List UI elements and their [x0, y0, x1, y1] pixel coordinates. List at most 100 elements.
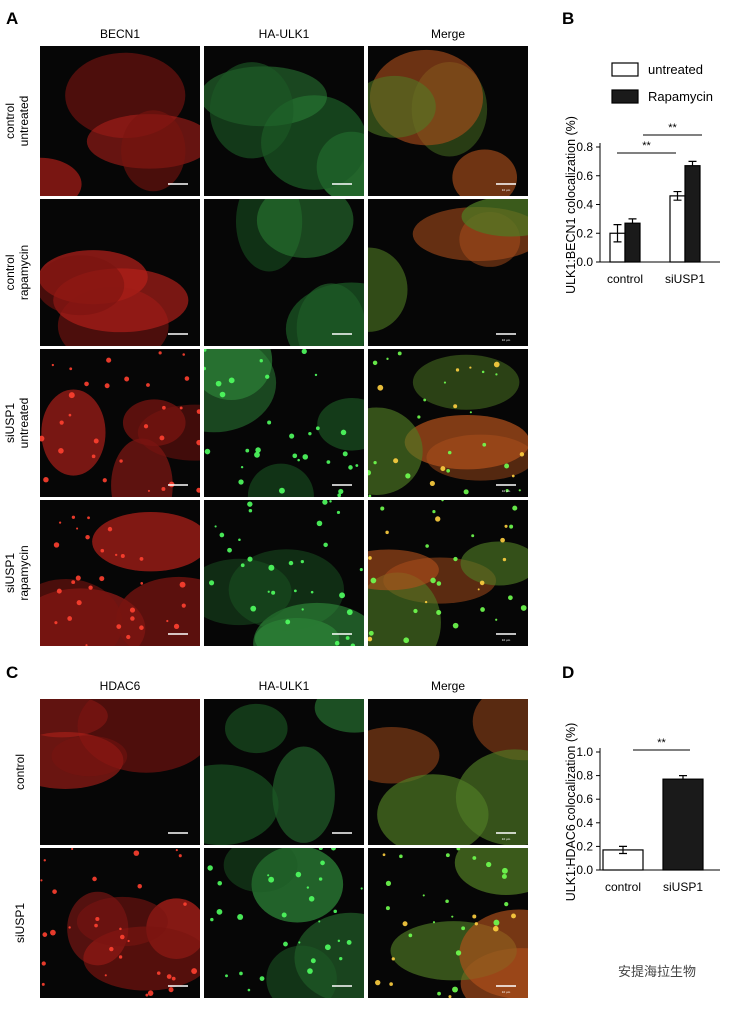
- puncta: [124, 376, 130, 382]
- cell: [272, 746, 335, 843]
- puncta: [118, 955, 123, 959]
- x-tick-label: control: [607, 272, 643, 286]
- puncta: [501, 873, 507, 879]
- puncta: [500, 537, 505, 543]
- scale-bar-label: 10 µm: [502, 338, 511, 342]
- puncta: [451, 915, 454, 918]
- puncta: [87, 516, 90, 520]
- puncta: [480, 607, 485, 612]
- puncta: [228, 377, 235, 384]
- row-label: siUSP1: [3, 553, 17, 593]
- column-header: HA-ULK1: [259, 679, 310, 693]
- puncta: [216, 908, 223, 915]
- legend-label: untreated: [648, 62, 703, 77]
- cell: [317, 397, 364, 451]
- micrograph: [40, 699, 200, 845]
- puncta: [59, 420, 64, 425]
- puncta: [76, 600, 82, 606]
- cell: [251, 848, 344, 923]
- puncta: [422, 894, 425, 897]
- cell: [404, 414, 528, 470]
- y-tick-label: 0.0: [576, 863, 593, 877]
- puncta: [127, 939, 130, 943]
- error-bar: [619, 845, 627, 855]
- puncta: [469, 411, 472, 414]
- puncta: [316, 520, 323, 527]
- puncta: [147, 990, 154, 996]
- puncta: [310, 590, 314, 594]
- puncta: [511, 474, 515, 478]
- puncta: [247, 556, 253, 562]
- scale-bar-label: 10 µm: [502, 990, 511, 994]
- puncta: [408, 933, 413, 938]
- puncta: [240, 563, 245, 568]
- puncta: [159, 435, 165, 441]
- cell: [412, 354, 520, 410]
- cells: [40, 52, 200, 196]
- puncta: [375, 979, 381, 986]
- puncta: [447, 450, 452, 455]
- puncta: [334, 640, 340, 646]
- cell: [224, 703, 288, 754]
- puncta: [247, 501, 253, 507]
- cells: [40, 351, 200, 497]
- puncta: [196, 439, 200, 446]
- puncta: [102, 478, 107, 483]
- y-tick-label: 0.4: [576, 816, 593, 830]
- micrograph: [368, 500, 528, 646]
- puncta: [355, 464, 359, 467]
- puncta: [137, 884, 142, 889]
- cell: [235, 199, 303, 272]
- y-axis-label: ULK1:HDAC6 colocalization (%): [564, 723, 578, 902]
- puncta: [173, 623, 180, 629]
- puncta: [333, 909, 337, 914]
- row-label: siUSP1: [3, 403, 17, 443]
- puncta: [509, 524, 514, 529]
- cell: [51, 735, 128, 777]
- bar: [624, 222, 641, 263]
- cells: [375, 848, 528, 998]
- puncta: [307, 968, 313, 974]
- cells: [40, 848, 200, 997]
- puncta: [281, 912, 287, 918]
- puncta: [71, 515, 76, 519]
- micrograph: [368, 349, 528, 497]
- cells: [368, 199, 528, 332]
- puncta: [474, 922, 478, 926]
- y-tick-label: 0.0: [576, 255, 593, 269]
- cell: [368, 247, 408, 332]
- cell: [460, 541, 528, 586]
- puncta: [469, 366, 472, 369]
- puncta: [143, 424, 149, 429]
- puncta: [40, 435, 45, 442]
- row-label: control: [13, 754, 27, 790]
- cells: [207, 848, 364, 998]
- cell: [40, 157, 82, 196]
- puncta: [338, 488, 344, 495]
- cell: [472, 699, 528, 761]
- cell: [454, 848, 528, 895]
- scale-bar-label: 10 µm: [502, 837, 511, 841]
- micrograph: [40, 349, 200, 497]
- bar: [662, 778, 704, 871]
- puncta: [179, 581, 186, 588]
- puncta: [373, 461, 377, 465]
- row-label: control: [3, 254, 17, 290]
- puncta: [481, 370, 485, 374]
- puncta: [219, 532, 225, 538]
- puncta: [403, 637, 410, 644]
- cell: [223, 848, 298, 893]
- puncta: [300, 560, 304, 564]
- puncta: [368, 469, 371, 476]
- cell: [256, 199, 354, 258]
- puncta: [41, 982, 45, 986]
- puncta: [301, 349, 307, 354]
- puncta: [43, 476, 49, 483]
- puncta: [504, 524, 508, 528]
- puncta: [179, 406, 183, 410]
- puncta: [519, 452, 525, 457]
- cells: [40, 699, 200, 789]
- puncta: [337, 493, 342, 497]
- puncta: [248, 508, 253, 513]
